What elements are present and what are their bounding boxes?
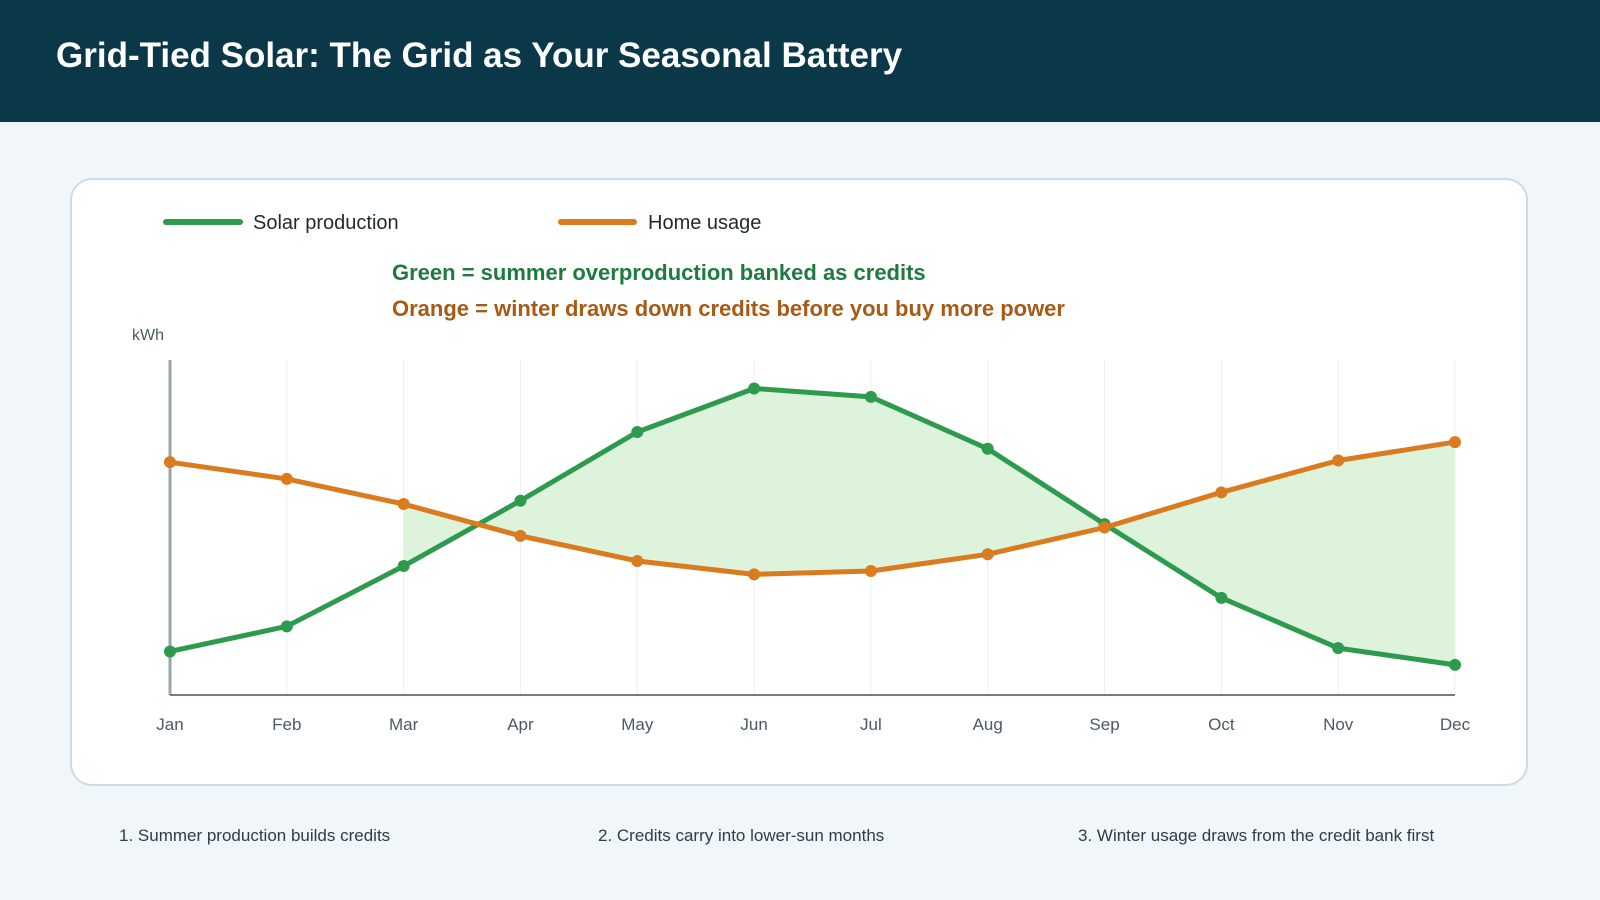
solar-point-nov [1332, 642, 1345, 655]
chart: Jan Feb Mar Apr May Jun Jul Aug Sep Oct Nov Dec Sol… [132, 212, 1471, 734]
usage-point-jul [864, 565, 877, 578]
footer-step-2: 2. Credits carry into lower-sun months [598, 826, 885, 845]
x-tick-label-jul: Jul [860, 715, 882, 734]
x-tick-label-mar: Mar [389, 715, 419, 734]
solar-point-may [631, 426, 644, 439]
x-tick-label-jun: Jun [740, 715, 767, 734]
usage-point-feb [280, 472, 293, 485]
solar-series-line [167, 385, 1458, 668]
usage-series-line [167, 439, 1458, 577]
x-tick-label-feb: Feb [272, 715, 301, 734]
tick-labels: Jan Feb Mar Apr May Jun Jul Aug Sep Oct Nov Dec [156, 715, 1470, 734]
axes [168, 360, 1455, 696]
x-tick-label-oct: Oct [1208, 715, 1235, 734]
usage-point-apr [514, 529, 527, 542]
footer-step-1: 1. Summer production builds credits [119, 826, 391, 845]
usage-point-aug [981, 548, 994, 561]
usage-point-jan [164, 456, 176, 469]
header-bar: Grid-Tied Solar: The Grid as Your Season… [0, 0, 1600, 122]
x-tick-label-apr: Apr [507, 715, 534, 734]
usage-point-dec [1449, 436, 1461, 449]
x-tick-label-aug: Aug [973, 715, 1003, 734]
usage-point-mar [397, 498, 410, 511]
x-tick-label-may: May [621, 715, 654, 734]
x-tick-label-sep: Sep [1089, 715, 1119, 734]
solar-point-oct [1215, 591, 1228, 604]
page-title: Grid-Tied Solar: The Grid as Your Season… [56, 36, 903, 75]
usage-point-nov [1332, 454, 1345, 467]
credit-region [403, 388, 1455, 665]
series-lines [164, 382, 1461, 671]
solar-point-jan [164, 645, 176, 658]
x-tick-label-jan: Jan [156, 715, 183, 734]
solar-point-dec [1449, 658, 1461, 671]
annotation-orange: Orange = winter draws down credits befor… [392, 296, 1065, 321]
legend-usage-label: Home usage [648, 212, 761, 234]
footer-step-3: 3. Winter usage draws from the credit ba… [1078, 826, 1435, 845]
solar-point-mar [397, 560, 410, 573]
solar-point-apr [514, 494, 527, 507]
usage-point-may [631, 555, 644, 567]
solar-point-feb [280, 620, 293, 633]
x-tick-label-nov: Nov [1323, 715, 1354, 734]
usage-point-oct [1215, 486, 1228, 499]
y-axis-label: kWh [132, 327, 164, 344]
solar-point-aug [981, 442, 994, 455]
solar-point-jul [864, 390, 877, 403]
credit-fill-area [403, 388, 1455, 665]
legend: Solar production Home usage [163, 212, 761, 234]
legend-solar-label: Solar production [253, 212, 399, 234]
solar-point-jun [748, 382, 761, 395]
annotation-green: Green = summer overproduction banked as … [392, 260, 926, 285]
usage-point-jun [748, 568, 761, 581]
usage-point-sep [1098, 521, 1111, 534]
x-tick-label-dec: Dec [1440, 715, 1471, 734]
